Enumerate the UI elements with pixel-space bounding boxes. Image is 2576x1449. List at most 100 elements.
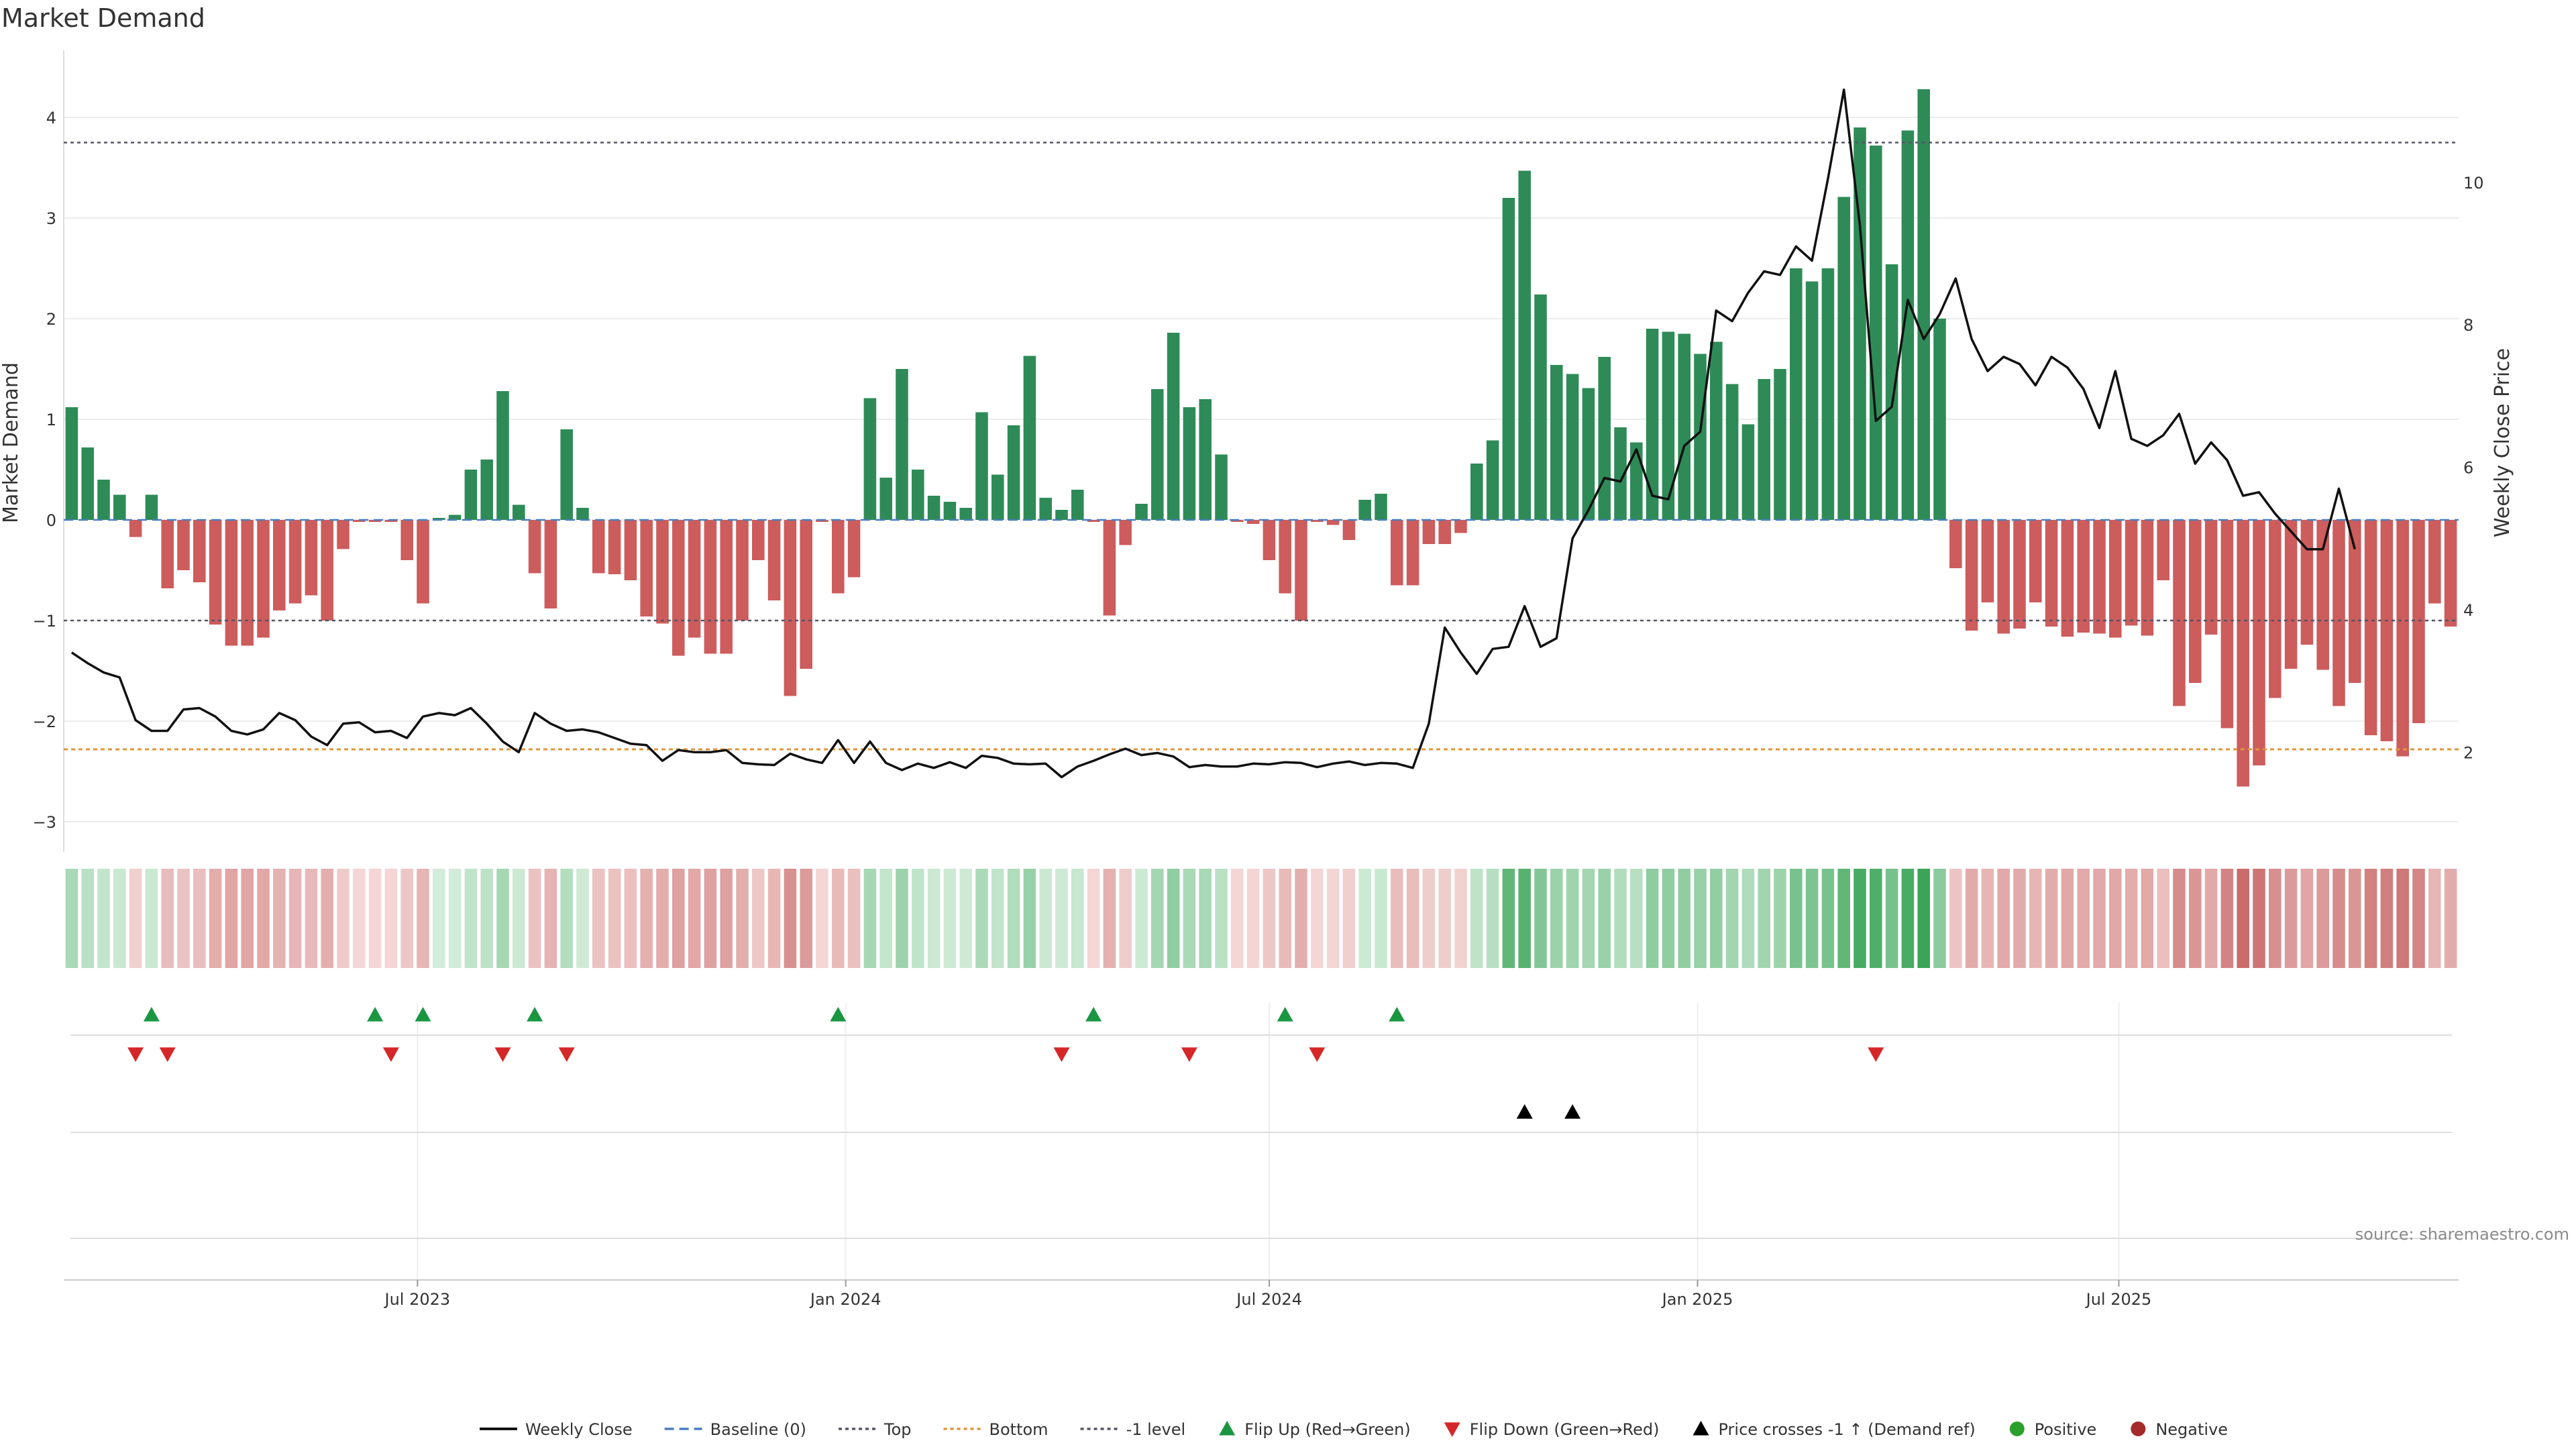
demand-bar <box>1199 399 1212 520</box>
demand-bar <box>1215 454 1228 520</box>
y-axis-ticks: −3 −2 −1 0 1 2 3 4 <box>33 109 56 832</box>
demand-bar <box>1582 388 1595 520</box>
heat-cell <box>145 869 158 968</box>
heat-cell <box>2125 869 2138 968</box>
weekly-close-line <box>70 88 2356 779</box>
y2-tick-label: 2 <box>2463 743 2473 762</box>
heat-cell <box>2269 869 2282 968</box>
event-markers <box>70 1007 2452 1239</box>
demand-bar <box>1646 329 1659 520</box>
demand-bar <box>1630 442 1643 520</box>
x-tick-label: Jan 2025 <box>1661 1290 1733 1309</box>
demand-bar <box>1566 374 1579 520</box>
demand-bar <box>1486 440 1499 520</box>
heat-cell <box>288 869 302 968</box>
flip-down-marker <box>127 1047 144 1062</box>
heat-cell <box>863 869 877 968</box>
heat-cell <box>608 869 621 968</box>
price-cross-marker <box>1516 1104 1533 1119</box>
demand-bar <box>1326 520 1340 525</box>
demand-bar <box>528 520 541 574</box>
heat-cell <box>1997 869 2010 968</box>
heat-cell <box>2396 869 2409 968</box>
heat-cell <box>1774 869 1786 968</box>
demand-bar <box>1438 520 1451 544</box>
demand-bar <box>1470 464 1483 520</box>
demand-bar <box>1375 494 1387 520</box>
demand-bar <box>975 412 988 520</box>
flip-down-marker <box>494 1047 511 1062</box>
reference-levels <box>64 142 2459 751</box>
y-tick-label: 2 <box>46 310 56 329</box>
demand-bar <box>417 520 429 604</box>
y-tick-label: 1 <box>46 411 56 429</box>
heat-cell <box>1837 869 1850 968</box>
heat-cell <box>2141 869 2154 968</box>
demand-bar <box>816 520 828 522</box>
demand-bar <box>1790 268 1803 520</box>
flip-down-marker <box>1309 1047 1326 1062</box>
legend-item-top: Top <box>839 1420 912 1439</box>
demand-bar <box>752 520 765 560</box>
demand-bar <box>2349 520 2361 683</box>
heat-cell <box>1550 869 1563 968</box>
y-tick-label: −3 <box>33 813 56 832</box>
heat-cell <box>1933 869 1946 968</box>
heat-cell <box>1023 869 1036 968</box>
heat-cell <box>975 869 988 968</box>
demand-bar <box>1358 500 1371 520</box>
heat-cell <box>912 869 924 968</box>
heat-cell <box>2380 869 2394 968</box>
heat-cell <box>1805 869 1819 968</box>
heat-cell <box>1438 869 1451 968</box>
demand-bar <box>672 520 685 656</box>
flip-down-marker <box>382 1047 399 1062</box>
heat-cell <box>1279 869 1291 968</box>
heat-cell <box>560 869 573 968</box>
heat-cell <box>2253 869 2265 968</box>
demand-bar <box>97 480 110 520</box>
flip-up-marker <box>1389 1007 1405 1022</box>
x-tick-label: Jul 2024 <box>1235 1290 1302 1309</box>
heat-cell <box>1566 869 1579 968</box>
heat-cell <box>1885 869 1898 968</box>
heat-cell <box>1854 869 1866 968</box>
heat-cell <box>2013 869 2026 968</box>
heat-cell <box>1725 869 1739 968</box>
demand-bar <box>2237 520 2249 787</box>
flip-up-marker <box>1277 1007 1293 1022</box>
heat-cell <box>177 869 190 968</box>
heat-cell <box>209 869 222 968</box>
heat-cell <box>544 869 557 968</box>
heat-cell <box>959 869 972 968</box>
demand-bar <box>863 398 877 520</box>
demand-bar <box>1885 264 1898 520</box>
heat-cell <box>1007 869 1020 968</box>
legend-label: Flip Up (Red→Green) <box>1244 1420 1411 1439</box>
heat-cell <box>496 869 509 968</box>
heat-cell <box>816 869 828 968</box>
demand-bar <box>927 496 941 520</box>
heat-cell <box>736 869 749 968</box>
demand-bar <box>2444 520 2457 627</box>
demand-bar <box>1917 89 1930 520</box>
demand-bar <box>1598 357 1611 520</box>
demand-bar <box>656 520 669 624</box>
heat-cell <box>2061 869 2074 968</box>
flip-up-marker <box>367 1007 384 1022</box>
heat-cell <box>384 869 398 968</box>
flip-down-marker <box>1053 1047 1070 1062</box>
heat-cell <box>2412 869 2425 968</box>
legend-item-cross: Price crosses -1 ↑ (Demand ref) <box>1693 1420 1976 1439</box>
demand-bar <box>1821 268 1835 520</box>
demand-bar <box>1997 520 2010 634</box>
heat-cell <box>1231 869 1244 968</box>
heat-cell <box>368 869 382 968</box>
demand-bar <box>193 520 206 582</box>
legend-swatch <box>1693 1421 1709 1436</box>
demand-bar <box>353 520 366 522</box>
heat-cell <box>1183 869 1196 968</box>
heat-cell <box>448 869 462 968</box>
demand-bar <box>1151 389 1164 520</box>
heat-cell <box>1454 869 1467 968</box>
